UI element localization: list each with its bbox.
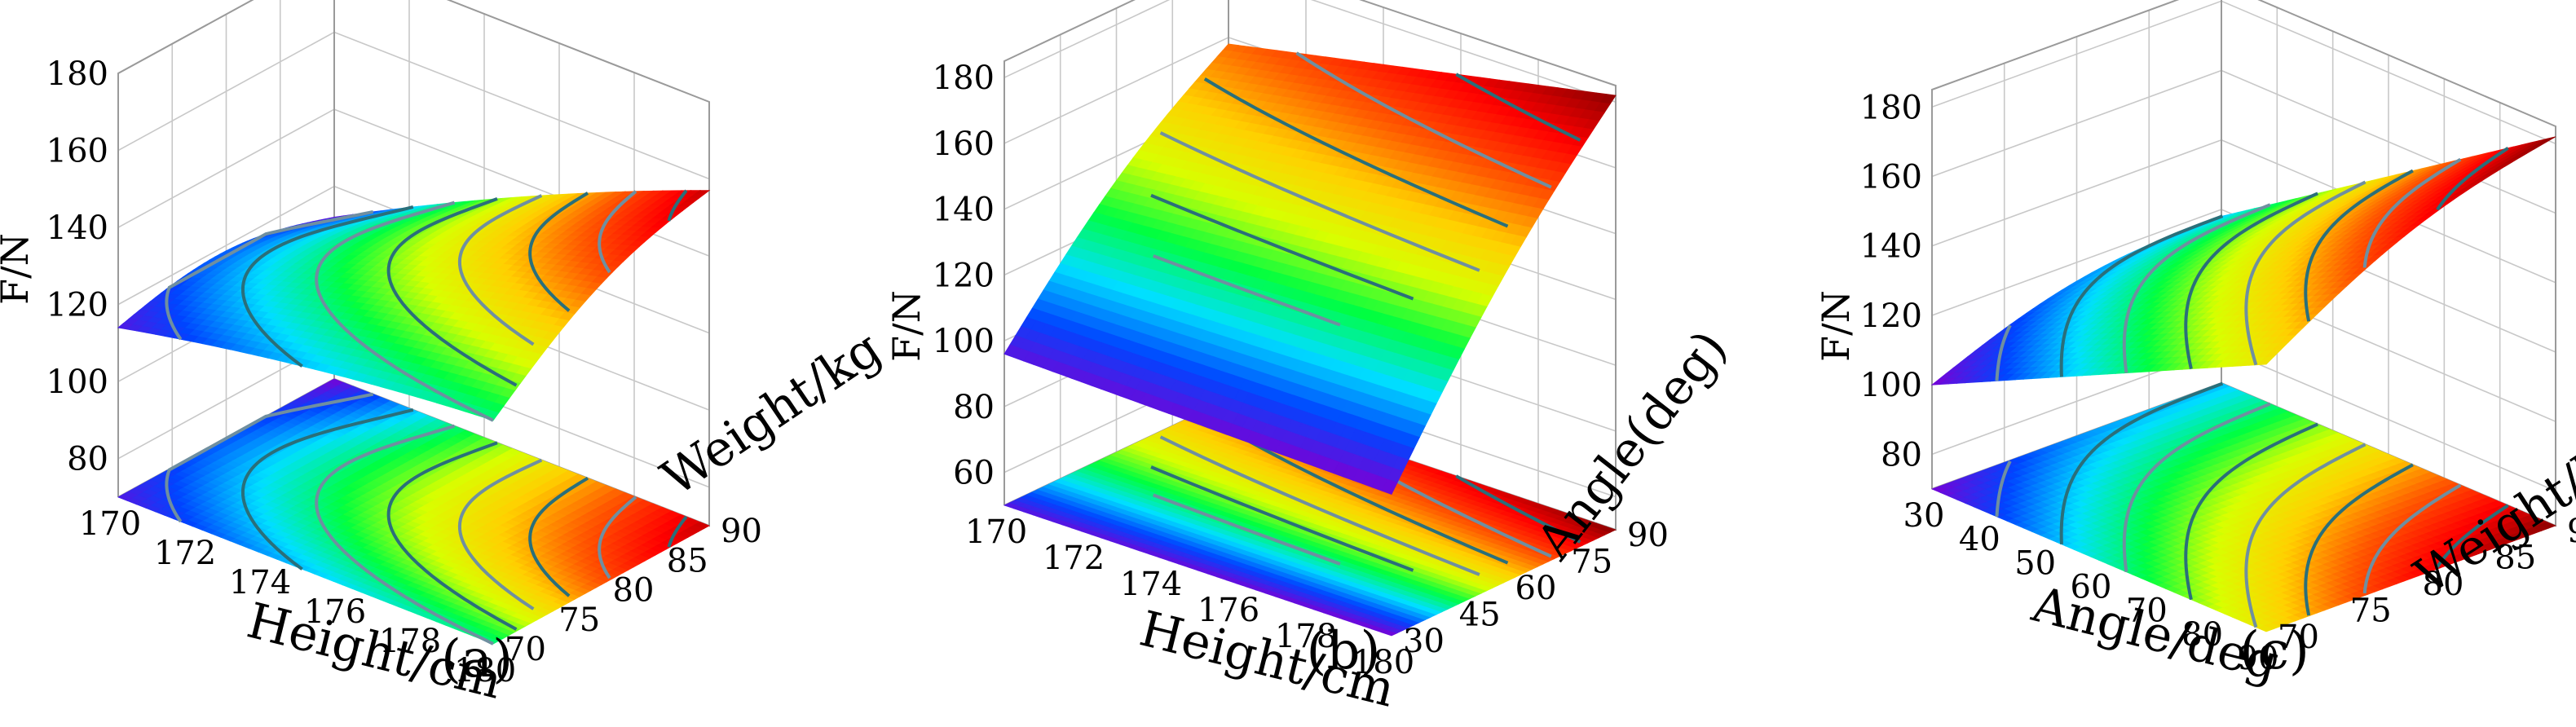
z-tick-label: 180 (46, 55, 108, 93)
z-gridline (118, 0, 709, 102)
z-gridline (118, 33, 709, 179)
y-tick-label: 75 (558, 601, 600, 639)
z-tick-label: 80 (67, 441, 108, 478)
y-tick-label: 90 (721, 513, 762, 550)
z-tick-label: 100 (46, 364, 108, 401)
panel-b: 6080100120140160180170172174176178180304… (884, 0, 1739, 719)
z-tick-label: 140 (46, 209, 108, 247)
z-axis-label: F/N (0, 233, 37, 305)
panel-a: 8010012014016018017017217417617818070758… (0, 0, 891, 711)
surface (118, 191, 709, 421)
x-tick-label: 170 (79, 505, 141, 543)
y-tick-label: 85 (667, 542, 708, 579)
z-tick-label: 160 (46, 133, 108, 170)
y-axis-label: Weight/kg (651, 319, 891, 507)
z-tick-label: 120 (46, 287, 108, 324)
x-tick-label: 172 (154, 535, 216, 572)
panel-label: (a) (441, 629, 513, 690)
y-tick-label: 80 (613, 572, 655, 610)
